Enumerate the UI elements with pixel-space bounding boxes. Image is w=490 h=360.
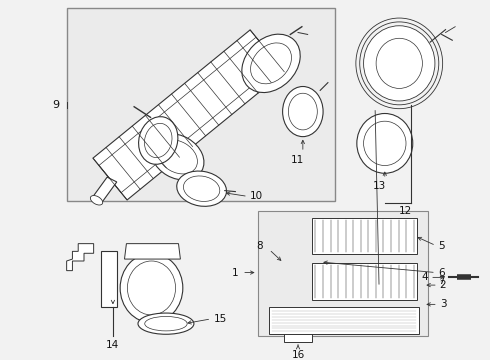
Text: 2: 2	[440, 280, 446, 290]
Bar	[313, 263, 416, 300]
Text: 15: 15	[214, 314, 227, 324]
Text: 11: 11	[291, 155, 304, 165]
Ellipse shape	[127, 261, 175, 315]
Text: 7: 7	[438, 276, 444, 286]
Text: 8: 8	[256, 240, 263, 251]
Polygon shape	[92, 177, 117, 203]
Bar	[101, 251, 117, 307]
Ellipse shape	[145, 123, 172, 158]
Text: 13: 13	[372, 181, 386, 191]
Polygon shape	[124, 244, 180, 259]
Text: 14: 14	[106, 340, 120, 350]
Ellipse shape	[177, 171, 226, 206]
Text: 10: 10	[250, 192, 263, 201]
Ellipse shape	[90, 195, 103, 205]
Bar	[313, 217, 416, 254]
Polygon shape	[93, 30, 284, 200]
Ellipse shape	[151, 134, 204, 180]
Ellipse shape	[158, 140, 197, 174]
Text: 3: 3	[440, 300, 446, 309]
Ellipse shape	[283, 86, 323, 137]
Ellipse shape	[145, 316, 187, 331]
Text: 12: 12	[398, 206, 412, 216]
Ellipse shape	[357, 113, 413, 173]
Ellipse shape	[250, 43, 292, 84]
Ellipse shape	[242, 34, 300, 93]
Ellipse shape	[138, 313, 194, 334]
Bar	[67, 8, 335, 201]
Ellipse shape	[289, 93, 318, 130]
Ellipse shape	[120, 253, 183, 323]
Ellipse shape	[183, 176, 220, 202]
Ellipse shape	[364, 121, 406, 166]
Text: 1: 1	[232, 267, 238, 278]
Polygon shape	[67, 244, 94, 271]
Text: 16: 16	[292, 350, 305, 360]
Text: 5: 5	[438, 240, 444, 251]
Bar	[284, 328, 313, 342]
Ellipse shape	[139, 117, 178, 164]
Text: 6: 6	[438, 267, 444, 278]
Text: 9: 9	[52, 100, 59, 110]
Ellipse shape	[376, 38, 422, 89]
Bar	[269, 307, 418, 334]
Polygon shape	[258, 211, 428, 336]
Text: 4: 4	[421, 273, 428, 282]
Ellipse shape	[364, 26, 435, 101]
